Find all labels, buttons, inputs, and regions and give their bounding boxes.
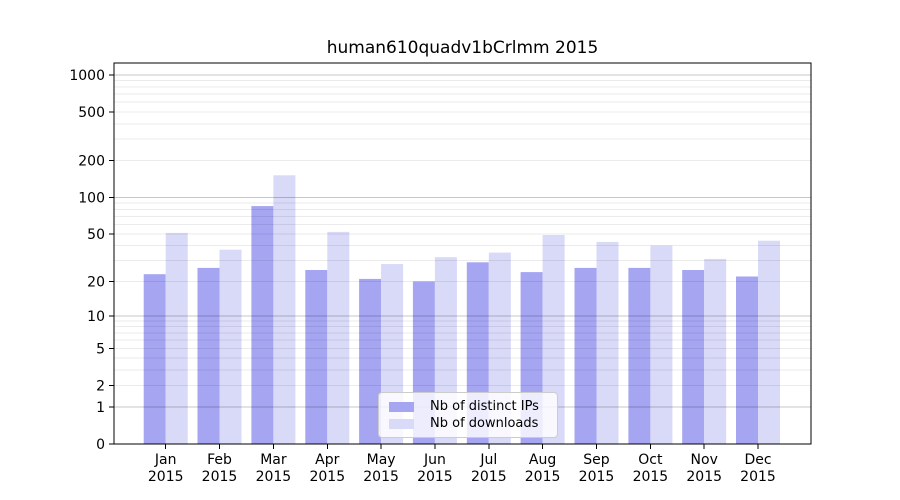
legend-swatch-downloads: [389, 418, 414, 429]
x-tick-label-year-apr: 2015: [309, 469, 345, 485]
legend-item-distinct-ips: Nb of distinct IPs: [389, 399, 548, 414]
legend-label-distinct-ips: Nb of distinct IPs: [430, 399, 539, 414]
y-tick-label-100: 100: [78, 191, 105, 207]
y-tick-label-500: 500: [78, 105, 105, 121]
bar-jan-downloads: [165, 232, 188, 444]
y-tick-label-0: 0: [96, 437, 105, 453]
x-tick-label-month-aug: Aug: [529, 452, 556, 468]
y-tick-label-50: 50: [87, 227, 105, 243]
legend: Nb of distinct IPs Nb of downloads: [378, 392, 558, 438]
y-tick-label-1: 1: [96, 400, 105, 416]
x-tick-label-year-dec: 2015: [740, 469, 776, 485]
bar-feb-downloads: [219, 249, 242, 444]
x-tick-label-year-aug: 2015: [525, 469, 561, 485]
y-tick-label-2: 2: [96, 378, 105, 394]
x-tick-label-year-jan: 2015: [148, 469, 184, 485]
bar-apr-distinct-ips: [305, 270, 328, 444]
bar-nov-downloads: [704, 258, 727, 444]
bar-jan-distinct-ips: [143, 274, 166, 444]
plot-frame: [113, 62, 812, 445]
x-tick-label-month-apr: Apr: [315, 452, 339, 468]
x-tick-label-year-jul: 2015: [471, 469, 507, 485]
bar-oct-distinct-ips: [628, 267, 651, 444]
x-tick-label-month-mar: Mar: [260, 452, 287, 468]
chart-title: human610quadv1bCrlmm 2015: [326, 38, 599, 58]
bar-feb-distinct-ips: [197, 267, 220, 444]
y-tick-label-20: 20: [87, 274, 105, 290]
bar-dec-distinct-ips: [736, 276, 758, 444]
bar-apr-downloads: [327, 231, 350, 444]
bar-aug-downloads: [542, 235, 565, 444]
x-tick-label-month-dec: Dec: [744, 452, 771, 468]
bar-dec-downloads: [758, 240, 780, 444]
legend-swatch-distinct-ips: [389, 401, 414, 412]
legend-item-downloads: Nb of downloads: [389, 416, 548, 431]
x-tick-label-month-may: May: [367, 452, 396, 468]
x-tick-label-month-jun: Jun: [423, 452, 446, 468]
x-tick-label-year-may: 2015: [363, 469, 399, 485]
x-tick-label-year-oct: 2015: [633, 469, 669, 485]
y-tick-label-200: 200: [78, 154, 105, 170]
legend-label-downloads: Nb of downloads: [430, 416, 539, 431]
bar-oct-downloads: [650, 245, 673, 444]
x-tick-label-month-nov: Nov: [691, 452, 718, 468]
x-tick-label-month-oct: Oct: [638, 452, 663, 468]
bar-nov-distinct-ips: [682, 270, 705, 444]
bar-mar-downloads: [273, 175, 296, 445]
bar-mar-distinct-ips: [251, 206, 274, 444]
x-tick-label-year-sep: 2015: [579, 469, 615, 485]
y-tick-label-5: 5: [96, 341, 105, 357]
y-tick-label-10: 10: [87, 309, 105, 325]
x-tick-label-month-feb: Feb: [207, 452, 232, 468]
bar-sep-distinct-ips: [574, 267, 597, 444]
x-tick-label-year-mar: 2015: [256, 469, 292, 485]
y-tick-label-1000: 1000: [69, 68, 105, 84]
x-tick-label-year-nov: 2015: [686, 469, 722, 485]
bar-sep-downloads: [596, 241, 619, 444]
x-tick-label-month-sep: Sep: [583, 452, 610, 468]
x-tick-label-month-jul: Jul: [479, 452, 497, 468]
bar-may-distinct-ips: [359, 278, 382, 444]
x-tick-label-year-feb: 2015: [202, 469, 238, 485]
x-tick-label-year-jun: 2015: [417, 469, 453, 485]
x-tick-label-month-jan: Jan: [154, 452, 177, 468]
